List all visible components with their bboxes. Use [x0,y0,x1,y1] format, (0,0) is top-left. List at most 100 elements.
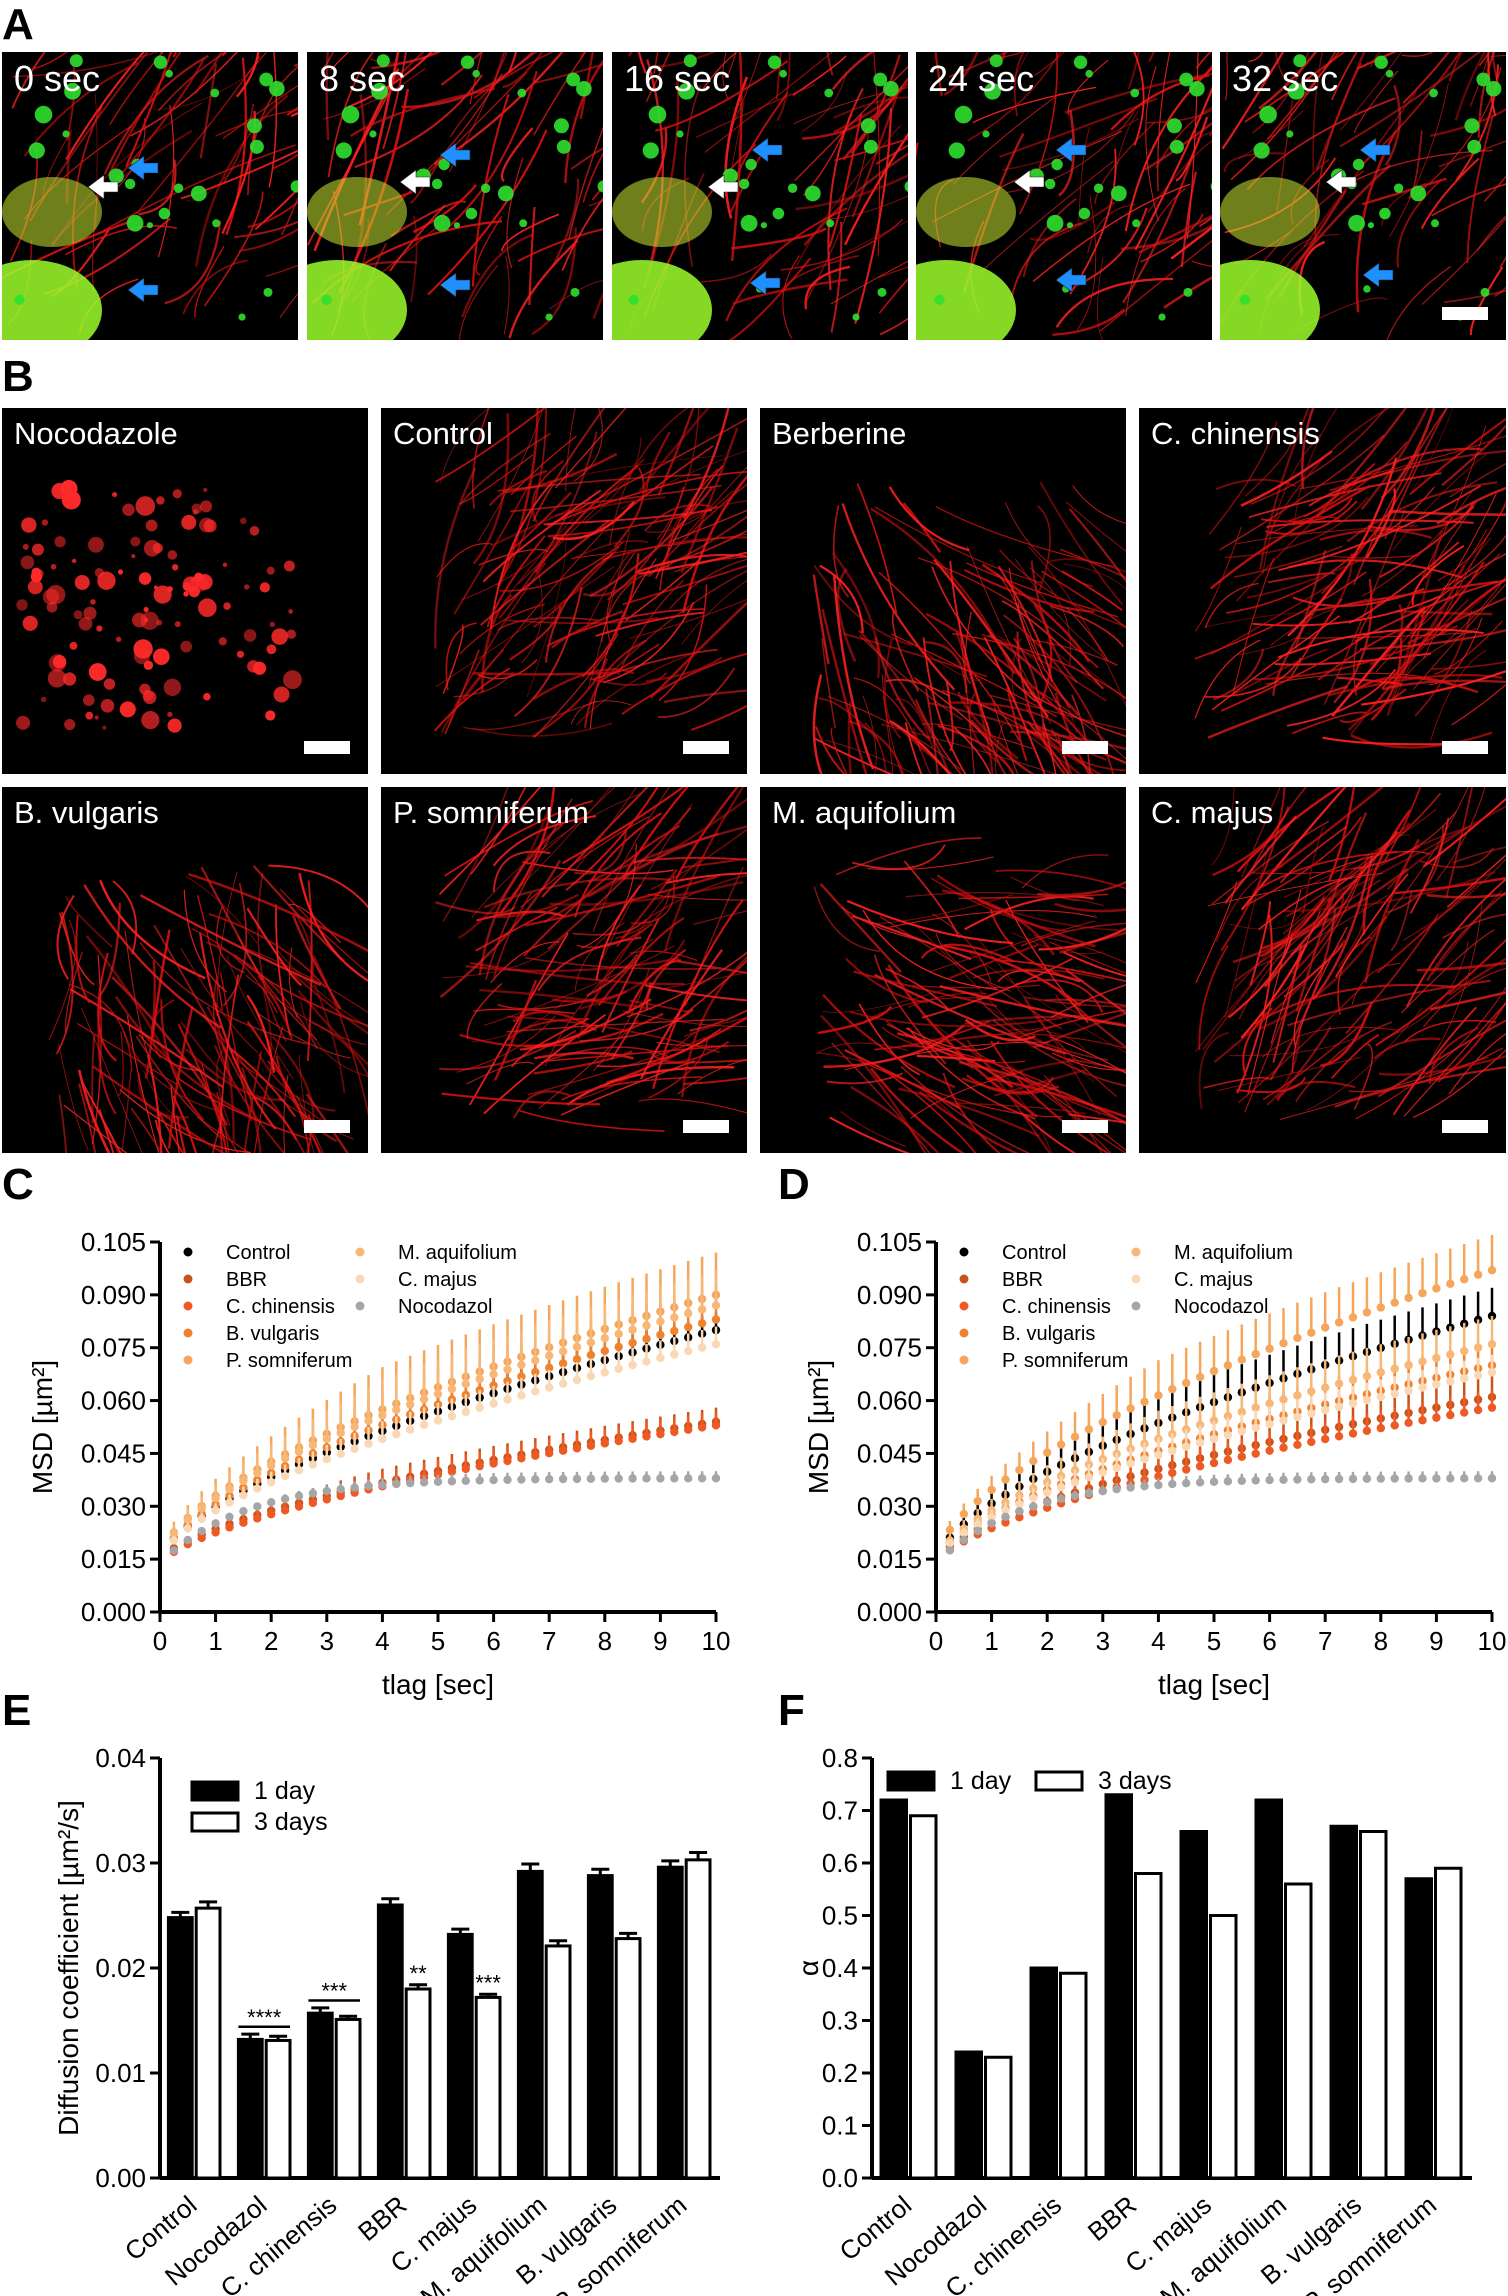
microtubule-fiber [195,94,289,267]
data-point [197,1514,206,1524]
microtubule-fiber [997,565,1054,683]
microtubule-fiber [728,257,812,340]
data-point [336,1449,345,1459]
vesicle-dot [760,222,768,229]
data-point [1376,1474,1385,1483]
data-point [531,1451,540,1460]
microtubule-fiber [502,452,618,494]
chart-f-alpha: 0.00.10.20.30.40.50.60.70.8αControlNocod… [793,1743,1472,2296]
x-tick-label: 9 [1429,1626,1443,1656]
data-point [1293,1412,1302,1422]
image-label: P. somniferum [393,795,589,830]
microtubule-fiber [1194,526,1242,632]
microtubule-fiber [1219,434,1385,551]
microtubule-fiber [828,113,863,248]
microtubule-fiber [601,536,747,561]
data-point [322,1454,331,1464]
data-point [558,1347,568,1356]
data-point [1446,1474,1455,1483]
vesicle-dot [519,219,528,228]
microtubule-fiber [780,254,860,292]
microtubule-fiber [225,57,247,236]
microtubule-fiber [828,195,908,220]
data-point [1237,1427,1246,1436]
microtubule-fiber [1002,959,1126,983]
vesicle-dot [290,180,298,193]
tubulin-aggregate [20,555,35,570]
microtubule-fiber [1266,52,1341,140]
microtubule-fiber [1491,52,1500,88]
data-point [433,1477,443,1487]
y-tick-label: 0.6 [822,1848,858,1878]
vesicle-dot [158,207,171,220]
microtubule-fiber [1193,130,1212,141]
data-point [572,1375,582,1385]
vesicle-dot [433,214,451,232]
microtubule-fiber [1260,897,1332,950]
bar [1209,1914,1238,2180]
tubulin-aggregate [273,686,290,703]
microtubule-fiber [203,191,264,307]
data-point [614,1329,623,1339]
data-point [419,1395,429,1404]
data-point [239,1491,248,1500]
microtubule-fiber [238,228,298,252]
microtubule-fiber [945,680,954,752]
microtubule-fiber [154,1119,170,1153]
microtubule-fiber [1339,688,1407,724]
microtubule-fiber [915,925,1018,1032]
microtubule-fiber [206,1006,235,1143]
data-point [1307,1328,1316,1337]
microtubule-fiber [1402,858,1506,941]
data-point [1029,1493,1038,1503]
bar [446,1932,474,2180]
microtubule-fiber [275,904,291,1036]
data-point [586,1350,596,1360]
data-point [1195,1478,1205,1487]
vesicle-dot [321,294,332,305]
microtubule-fiber [477,408,544,542]
data-point [628,1434,637,1443]
vesicle-dot [1110,185,1127,202]
microtubule-fiber [587,798,747,898]
blue-arrow-icon [749,270,781,296]
data-point [1182,1378,1191,1388]
microtubule-fiber [535,63,603,84]
data-point [350,1422,359,1432]
vesicle-dot [1374,55,1388,69]
bar [544,1944,572,2180]
microtubule-image: Control [381,408,747,774]
frame-time-label: 0 sec [14,58,101,99]
microtubule-fiber [987,1007,1095,1083]
data-point [1307,1387,1316,1396]
microtubule-fiber [1276,1080,1356,1102]
legend-label: Nocodazol [1174,1296,1269,1318]
microtubule-fiber [252,865,342,960]
microtubule-fiber [1346,481,1498,543]
legend-marker [959,1355,969,1365]
tubulin-aggregate [271,628,288,645]
tubulin-aggregate [115,636,122,643]
data-point [600,1474,609,1483]
tubulin-aggregate [54,536,66,548]
data-point [531,1387,540,1396]
frame-time-label: 8 sec [319,58,406,99]
microtubule-fiber [702,52,738,89]
microtubule-fiber [1258,916,1388,1031]
legend-marker [183,1247,193,1257]
microtubule-fiber [921,723,1033,750]
microtubule-fiber [1052,1052,1126,1071]
microtubule-fiber [472,722,613,737]
data-point [945,1525,955,1534]
microtubule-fiber [1436,486,1506,525]
microtubule-fiber [813,886,880,952]
data-point [1362,1474,1372,1483]
microtubule-fiber [979,160,1114,274]
microtubule-fiber [1013,52,1025,117]
white-arrow-icon [399,169,431,195]
microtubule-fiber [1303,90,1418,248]
microtubule-fiber [821,638,837,729]
microtubule-fiber [1195,881,1238,984]
microtubule-fiber [1392,1006,1477,1116]
microtubule-fiber [819,883,902,973]
